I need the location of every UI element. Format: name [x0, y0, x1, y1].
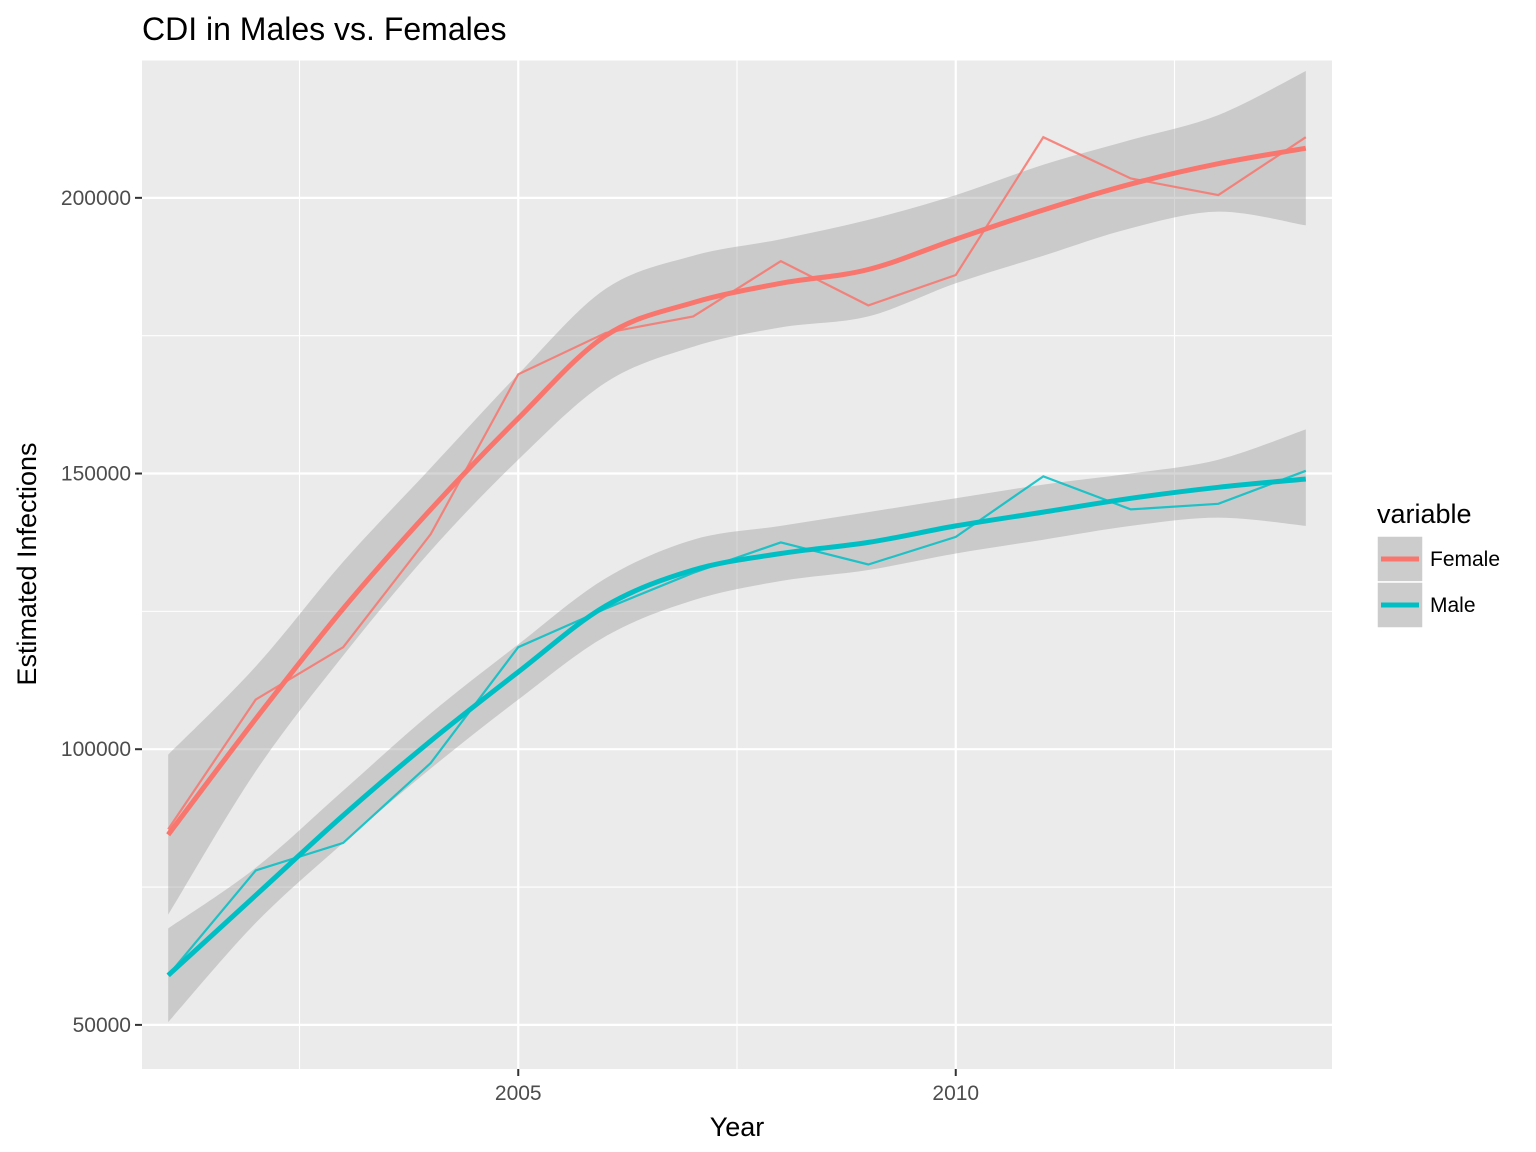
legend: variable Female Male [1376, 499, 1500, 629]
y-axis-title: Estimated Infections [12, 442, 42, 685]
legend-label-female: Female [1430, 548, 1500, 571]
raw-lines [167, 135, 1307, 977]
smoothed-lines [166, 145, 1307, 978]
legend-label-male: Male [1430, 594, 1476, 617]
x-axis-title: Year [710, 1112, 765, 1142]
confidence-band-female [168, 71, 1306, 915]
raw-line-female [167, 135, 1307, 830]
smooth-line-male [166, 476, 1307, 978]
grid-lines [142, 59, 1332, 1069]
y-tick-label: 150000 [61, 463, 131, 486]
chart-title: CDI in Males vs. Females [142, 11, 507, 47]
smooth-line-female [166, 145, 1307, 837]
axis-ticks: 50000 100000 150000 200000 2005 2010 [61, 187, 979, 1105]
x-tick-label: 2010 [932, 1082, 979, 1105]
y-tick-label: 100000 [61, 738, 131, 761]
legend-title: variable [1377, 499, 1472, 529]
y-tick-label: 200000 [61, 187, 131, 210]
raw-line-male [167, 469, 1307, 977]
y-tick-label: 50000 [73, 1014, 131, 1037]
x-tick-label: 2005 [495, 1082, 542, 1105]
